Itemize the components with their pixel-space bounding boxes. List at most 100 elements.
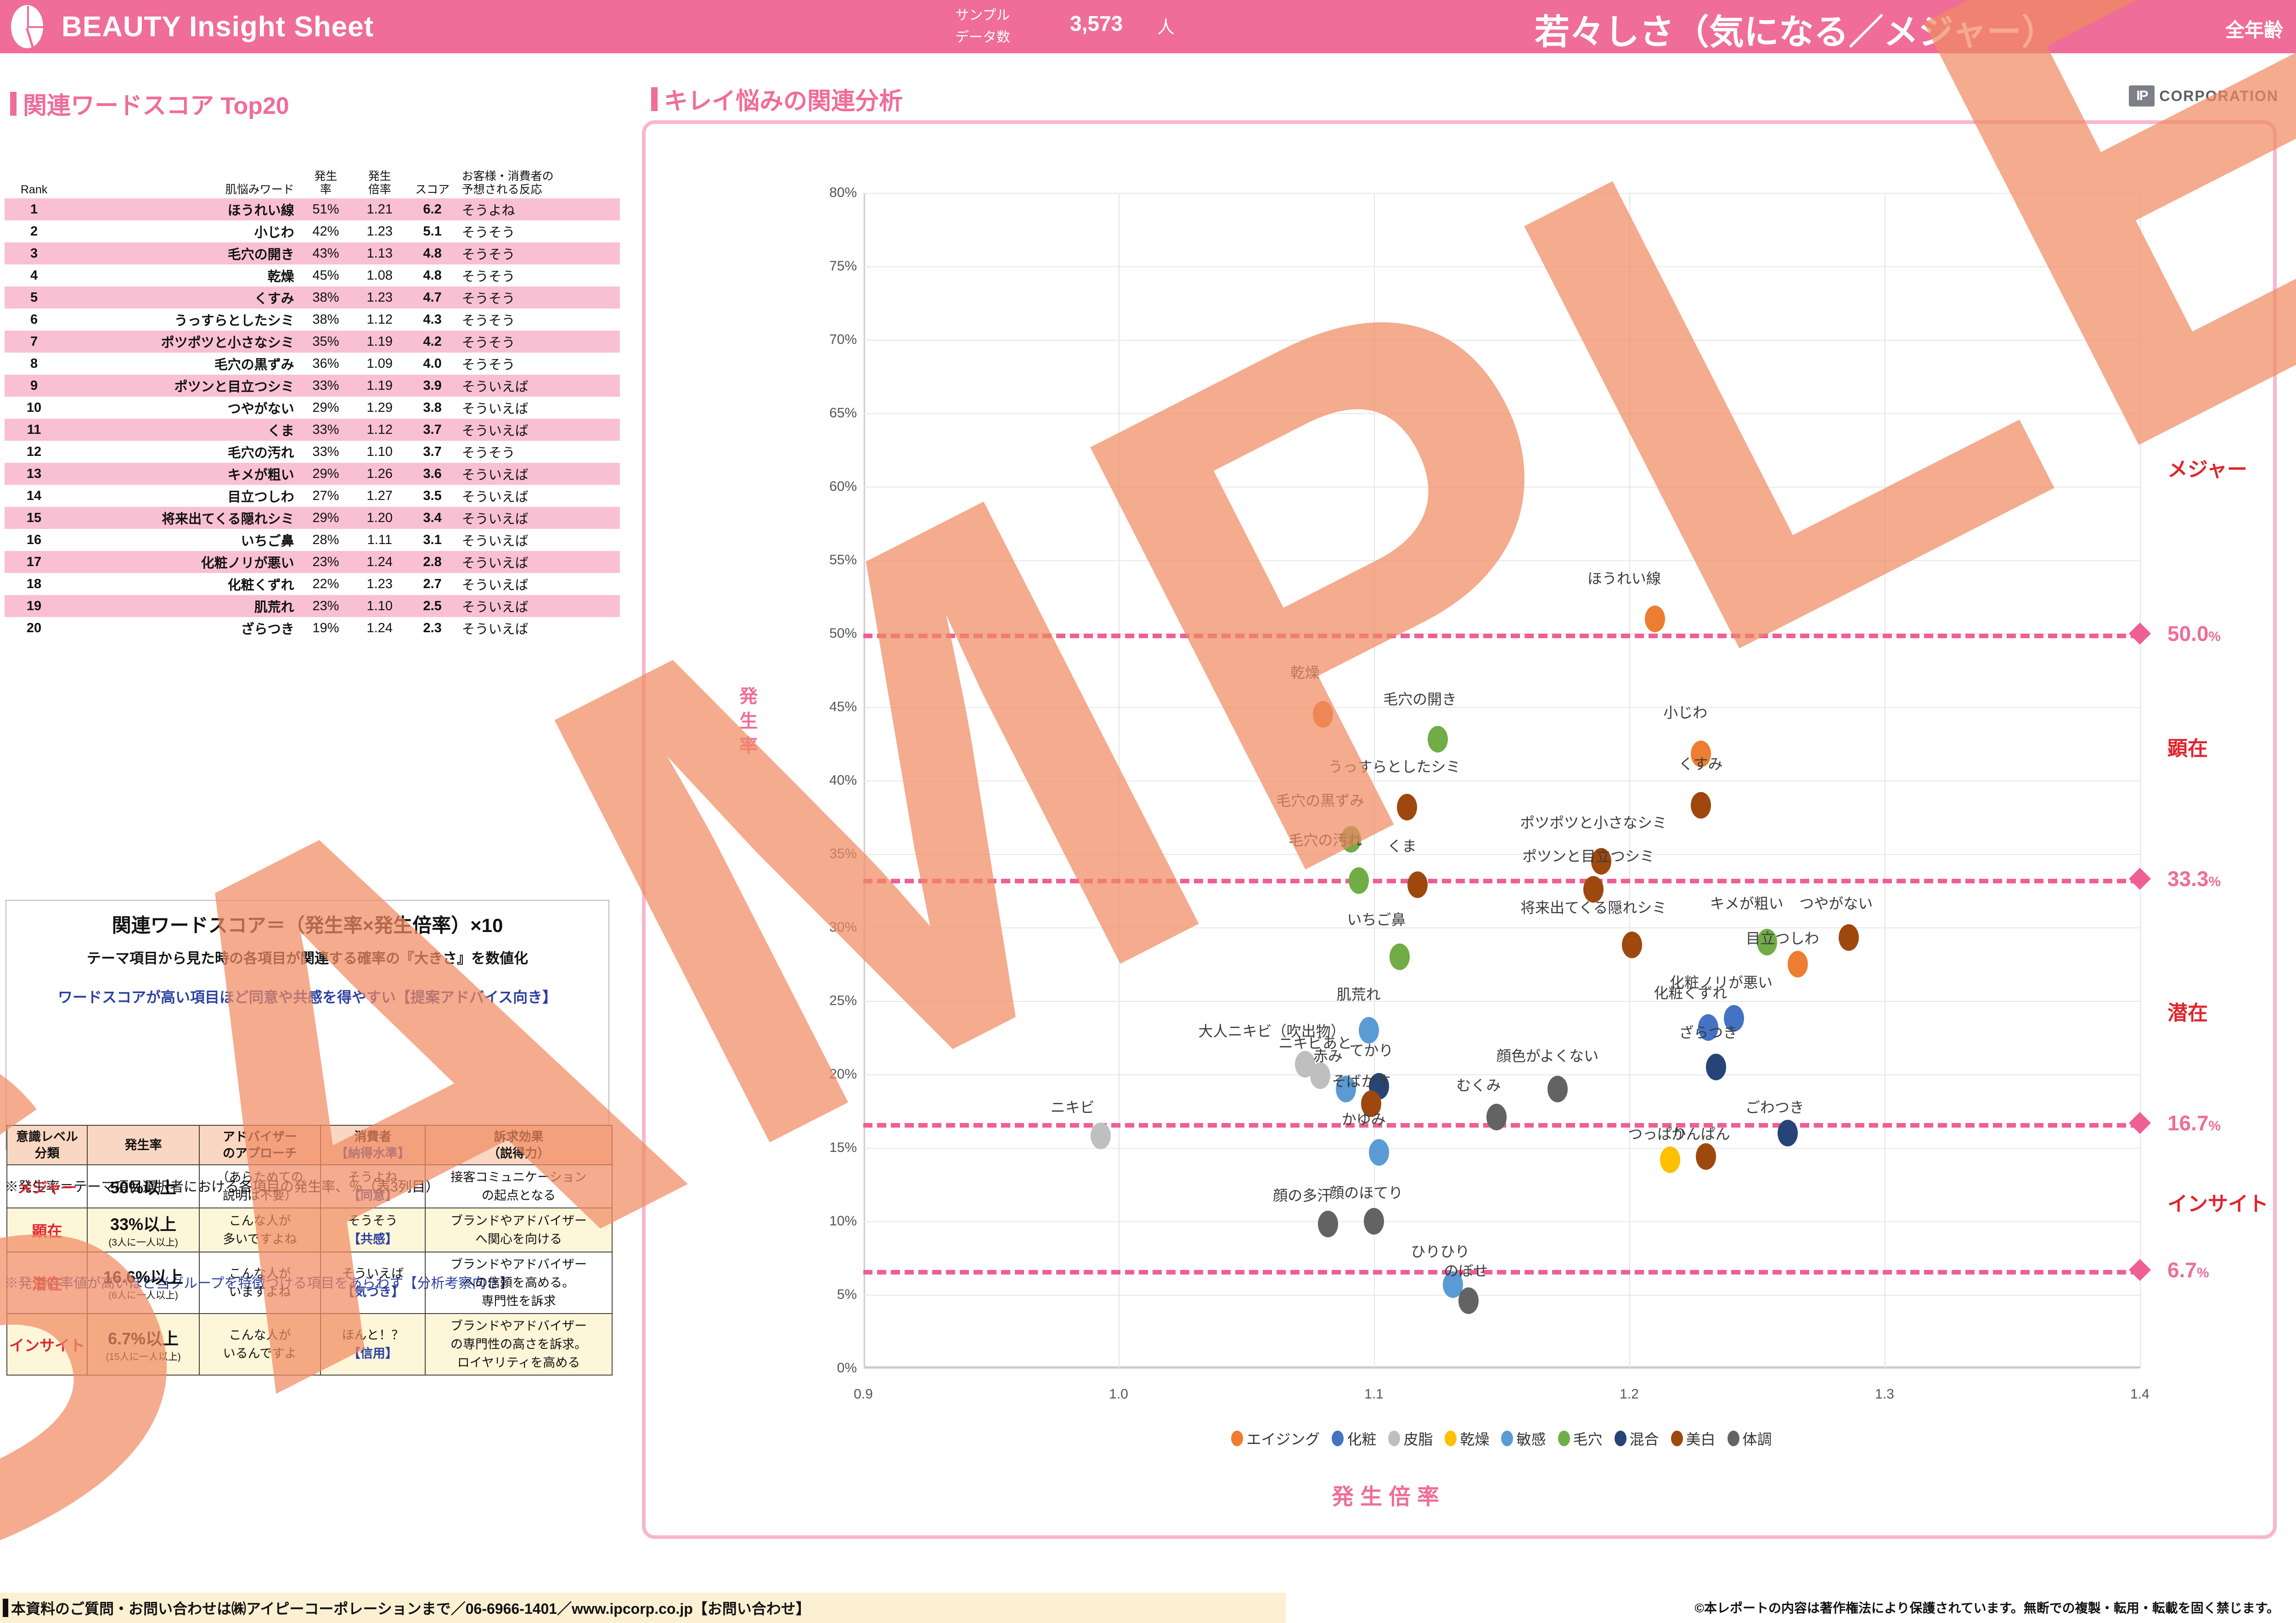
scatter-point[interactable] [1644,606,1665,632]
sample-label-line1: サンプル [955,8,1010,23]
sample-count-value: 3,573 [1070,11,1123,35]
cell-score: 2.7 [423,576,442,591]
cell-score: 2.8 [423,554,442,569]
cell-mult: 1.19 [366,378,393,393]
y-gridline [863,1368,2140,1369]
y-axis-tick: 50% [829,626,857,641]
cell-reaction: そういえば [461,534,529,549]
table-row: 19 肌荒れ 23% 1.10 2.5 そういえば [5,595,620,617]
cell-rate: 36% [312,356,339,371]
scatter-point[interactable] [1591,848,1611,875]
scatter-point[interactable] [1317,1211,1338,1238]
scatter-point[interactable] [1548,1076,1568,1102]
scatter-point[interactable] [1361,1090,1382,1117]
cell-score: 4.0 [423,356,442,371]
scatter-point[interactable] [1310,1062,1331,1089]
scatter-point[interactable] [1428,726,1448,753]
legend-item[interactable]: 混合 [1614,1428,1659,1449]
scatter-point[interactable] [1312,701,1333,728]
cell-mult: 1.08 [366,268,393,283]
cell-mult: 1.24 [366,554,393,569]
legend-item[interactable]: エイジング [1231,1428,1320,1449]
cell-score: 6.2 [423,202,442,217]
scatter-point[interactable] [1340,826,1361,853]
y-gridline [863,854,2140,855]
legend-item[interactable]: 化粧 [1332,1428,1376,1449]
legend-item[interactable]: 皮脂 [1388,1428,1433,1449]
legend-swatch-icon [1671,1431,1683,1446]
cell-score: 3.7 [423,444,442,459]
table-row: 8 毛穴の黒ずみ 36% 1.09 4.0 そうそう [5,353,620,375]
cell-mult: 1.21 [366,202,393,217]
cell-rate: 45% [312,268,339,283]
scatter-point[interactable] [1787,951,1808,977]
legend-item[interactable]: 敏感 [1501,1428,1546,1449]
y-gridline [863,266,2140,267]
scatter-point[interactable] [1706,1054,1727,1080]
scatter-point[interactable] [1777,1120,1798,1146]
cell-word: 毛穴の開き [227,247,294,262]
footer-copyright: ©本レポートの内容は著作権法により保護されています。無断での複製・転用・転載を固… [1694,1601,2279,1615]
scatter-point[interactable] [1486,1103,1507,1130]
scatter-point[interactable] [1660,1146,1680,1173]
cell-word: 毛穴の黒ずみ [214,358,294,372]
y-axis-tick: 35% [829,846,857,861]
scatter-point[interactable] [1695,1143,1716,1170]
scatter-point[interactable] [1364,1208,1384,1235]
scatter-point[interactable] [1091,1123,1111,1150]
point-label: かんぱん [1671,1126,1730,1142]
point-label: そばかす [1331,1073,1391,1089]
legend-swatch-icon [1558,1431,1570,1446]
cell-score: 3.8 [423,400,442,415]
scatter-point[interactable] [1397,793,1418,820]
scatter-point[interactable] [1698,1014,1719,1041]
legend-item[interactable]: 乾燥 [1445,1428,1489,1449]
cell-rank: 6 [30,312,38,327]
scatter-point[interactable] [1690,792,1711,819]
scatter-point[interactable] [1369,1139,1390,1166]
cell-rank: 13 [26,466,42,481]
scatter-point[interactable] [1389,943,1410,970]
x-axis-tick: 1.2 [1620,1387,1639,1402]
scatter-point[interactable] [1335,1076,1356,1102]
col-reaction-l2: 予想される反応 [461,183,542,196]
cell-score: 3.5 [423,488,442,503]
scatter-point[interactable] [1358,1017,1379,1044]
cell-word: くすみ [254,292,294,306]
scatter-point[interactable] [1583,876,1604,903]
scatter-point[interactable] [1458,1287,1479,1314]
scatter-point[interactable] [1621,932,1642,959]
y-gridline [863,1074,2140,1075]
table-row: 15 将来出てくる隠れシミ 29% 1.20 3.4 そういえば [5,507,620,529]
point-label: ざらつき [1679,1024,1738,1041]
point-label: 毛穴の開き [1383,691,1457,708]
scatter-point[interactable] [1407,871,1428,899]
point-label: てかり [1349,1042,1394,1059]
table-row: 5 くすみ 38% 1.23 4.7 そうそう [5,286,620,309]
legend-item[interactable]: 体調 [1727,1428,1772,1449]
zone-label: 顕在 [2167,737,2208,760]
point-label: のぼせ [1444,1262,1488,1279]
y-axis-tick: 15% [829,1140,857,1155]
cell-mult: 1.23 [366,576,393,591]
scatter-point[interactable] [1757,929,1778,955]
table-row: 13 キメが粗い 29% 1.26 3.6 そういえば [5,463,620,485]
y-gridline [863,193,2140,194]
table-header-row: Rank 肌悩みワード 発生 率 発生 倍率 スコア お客様・消費者の 予想され… [5,170,620,198]
legend-item[interactable]: 毛穴 [1558,1428,1603,1449]
point-label: むくみ [1456,1077,1501,1094]
scatter-point[interactable] [1348,867,1369,894]
y-axis-tick: 40% [829,773,857,788]
cell-mult: 1.20 [366,510,393,525]
cell-word: 肌荒れ [254,600,294,615]
legend-item[interactable]: 美白 [1671,1428,1716,1449]
cell-reaction: そうよね [461,203,515,218]
scatter-point[interactable] [1690,741,1711,768]
cell-mult: 1.11 [367,532,392,547]
awareness-effect: ブランドやアドバイザー への信頼を高める。 専門性を訴求 [424,1252,613,1314]
scatter-point[interactable] [1839,924,1859,951]
awareness-level: 潜在 [6,1252,88,1314]
awareness-approach: こんな人が いるんですよ [199,1313,321,1376]
scatter-point[interactable] [1723,1005,1744,1032]
right-section-heading-text: キレイ悩みの関連分析 [664,88,903,115]
